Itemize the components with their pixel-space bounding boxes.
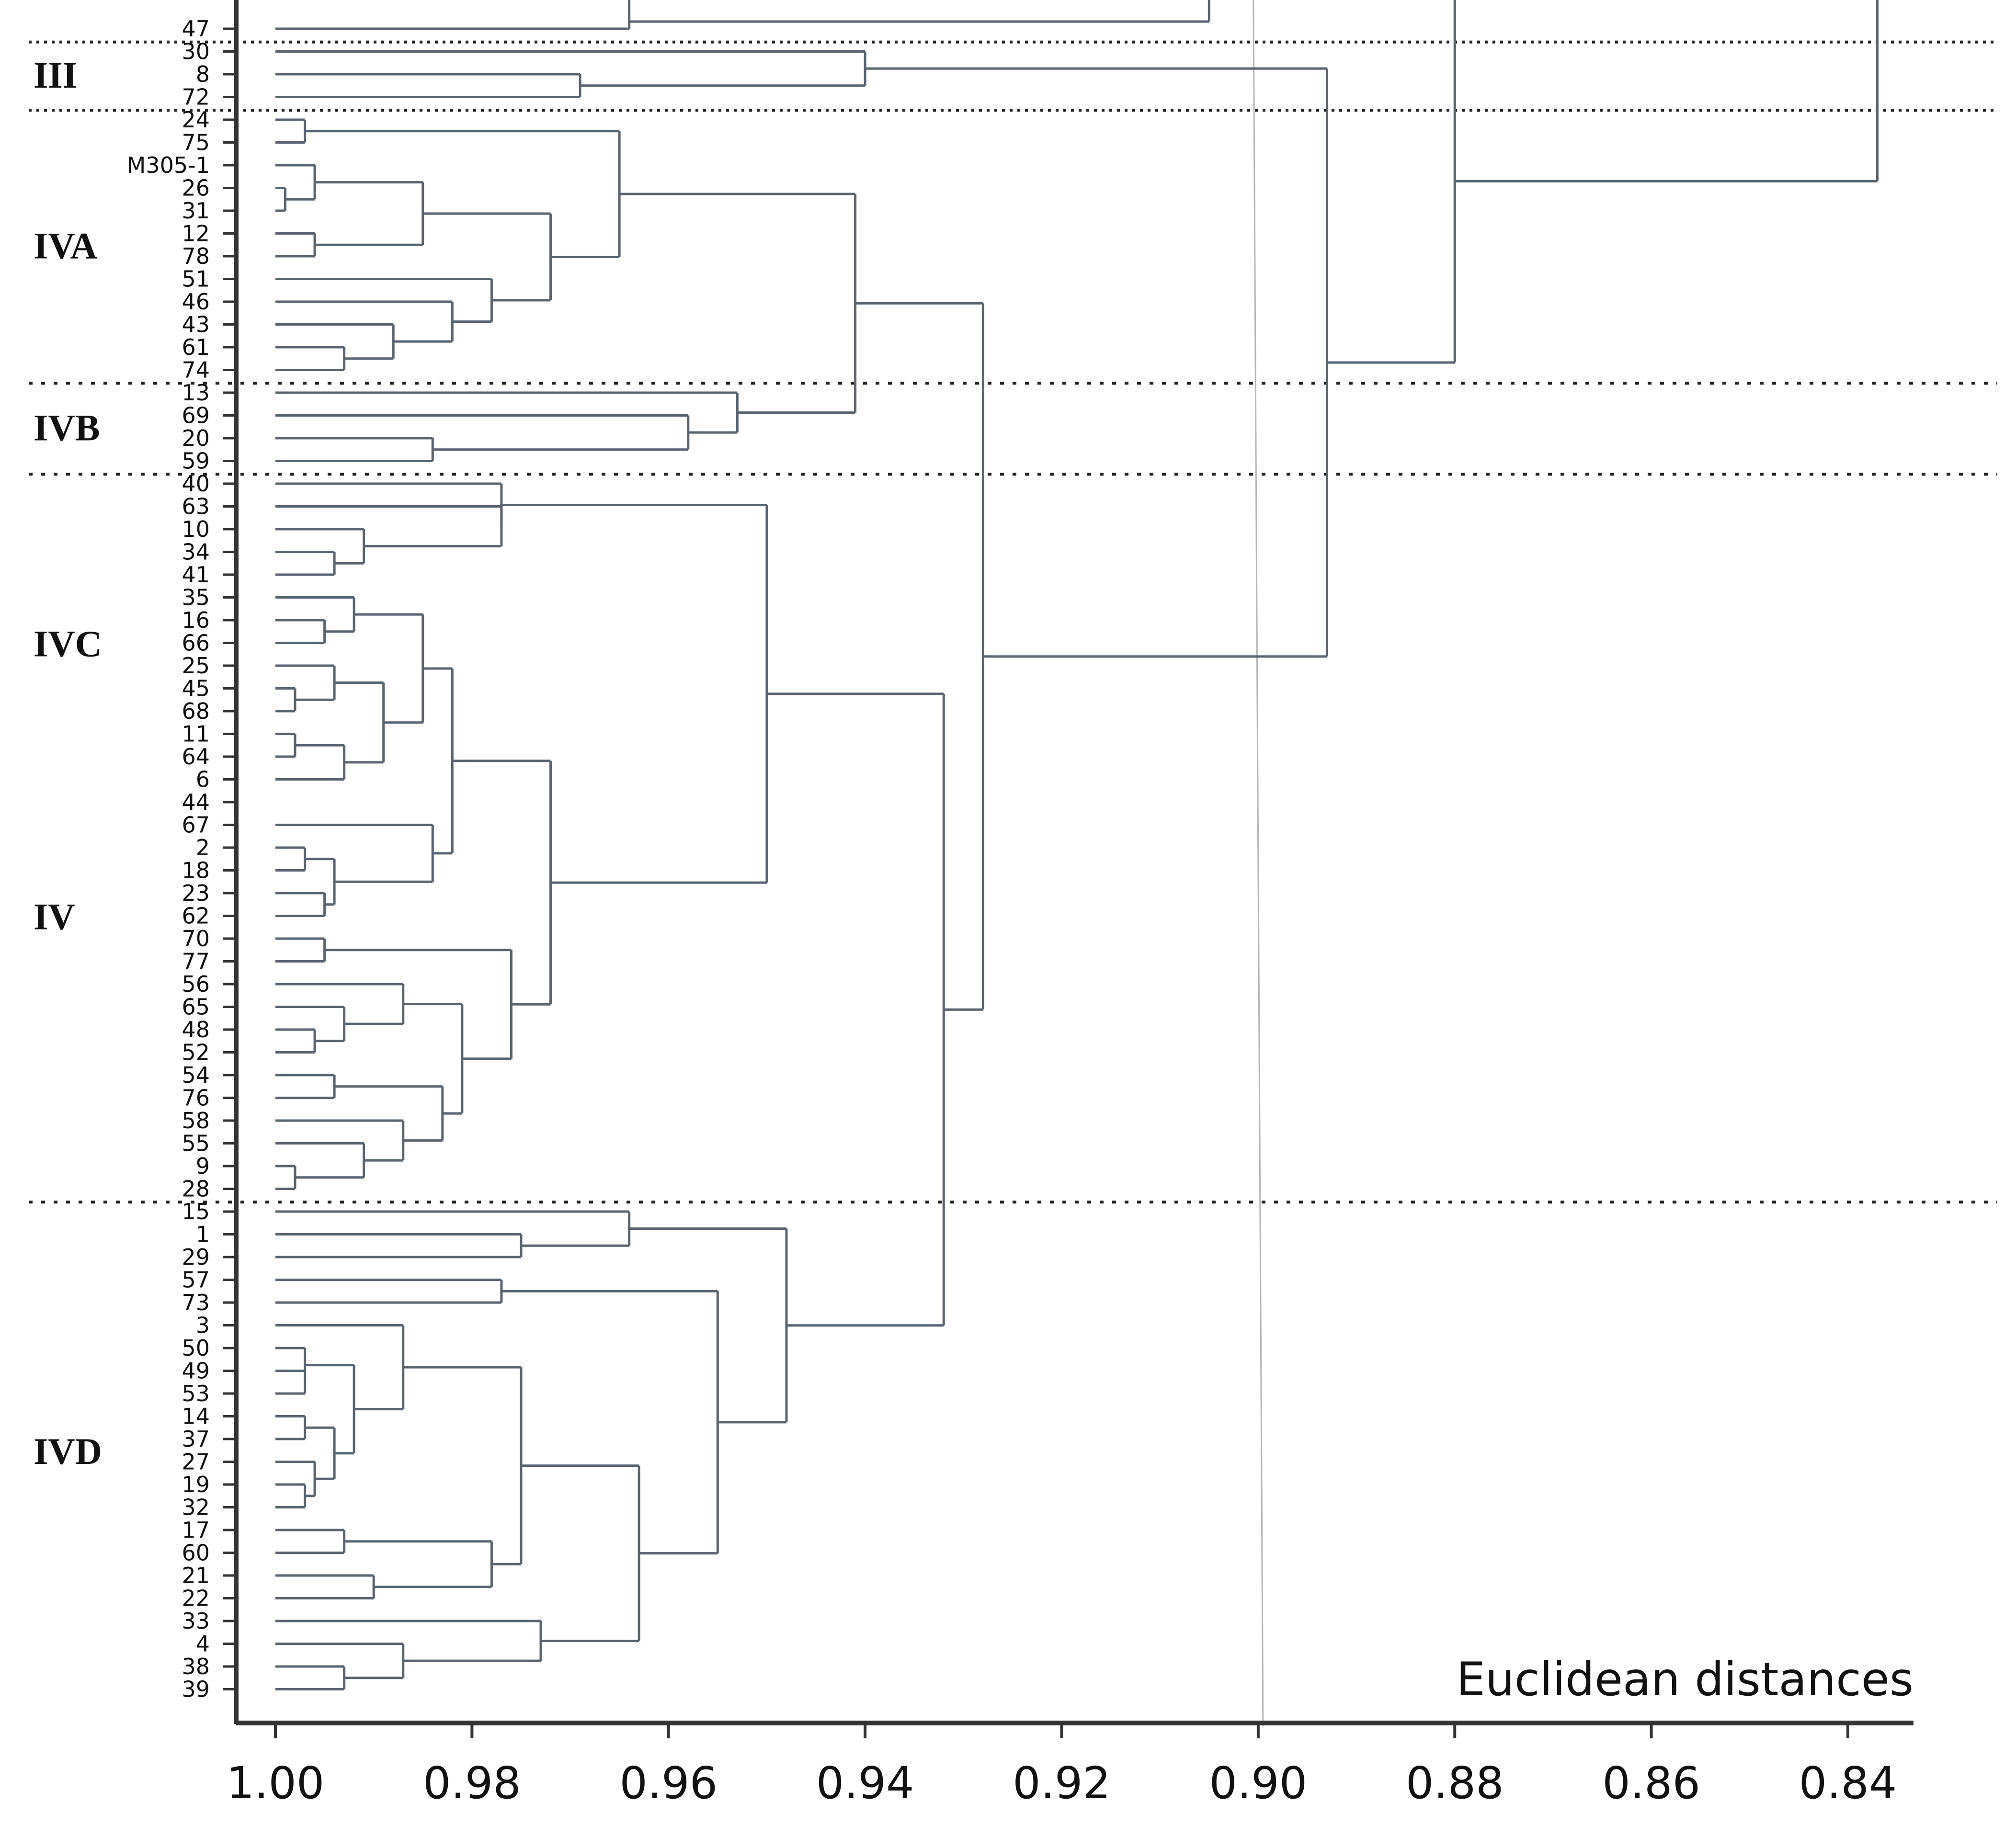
leaf-label-47: 47: [182, 16, 210, 42]
leaf-label-76: 76: [182, 1085, 210, 1111]
leaf-label-2: 2: [196, 835, 210, 861]
leaf-label-M305-1: M305-1: [127, 152, 210, 178]
group-label-iv: IV: [34, 896, 75, 938]
leaf-label-29: 29: [182, 1244, 210, 1270]
leaf-label-68: 68: [182, 698, 210, 724]
group-label-iva: IVA: [34, 225, 97, 266]
leaf-label-44: 44: [182, 789, 210, 815]
leaf-label-67: 67: [182, 812, 210, 838]
axis-caption: Euclidean distances: [1456, 1653, 1913, 1706]
group-labels: III IVA IVB IVC IV IVD: [34, 54, 102, 1472]
leaf-label-64: 64: [182, 744, 210, 770]
x-tick-label-0.94: 0.94: [816, 1757, 914, 1809]
leaf-label-63: 63: [182, 494, 210, 520]
group-separators: [29, 40, 1997, 1204]
leaf-label-35: 35: [182, 585, 210, 611]
leaf-label-24: 24: [182, 107, 210, 133]
leaf-label-12: 12: [182, 221, 210, 247]
cut-line-0-90: [1253, 0, 1264, 1727]
leaf-label-28: 28: [182, 1176, 210, 1202]
leaf-label-69: 69: [182, 403, 210, 429]
leaf-label-73: 73: [182, 1290, 210, 1315]
leaf-label-34: 34: [182, 539, 210, 565]
leaf-label-55: 55: [182, 1131, 210, 1156]
leaf-label-3: 3: [196, 1313, 210, 1338]
leaf-label-65: 65: [182, 994, 210, 1020]
group-label-iii: III: [34, 54, 77, 96]
leaf-label-27: 27: [182, 1449, 210, 1475]
leaf-label-75: 75: [182, 130, 210, 156]
leaf-label-39: 39: [182, 1677, 210, 1702]
leaf-label-1: 1: [196, 1222, 210, 1247]
leaf-label-43: 43: [182, 312, 210, 338]
leaf-label-23: 23: [182, 880, 210, 906]
leaf-label-26: 26: [182, 175, 210, 201]
distance-axis: 1.00 0.98 0.96 0.94 0.92 0.90 0.88 0.86 0.84: [227, 1723, 1897, 1809]
cut-line: [1253, 0, 1264, 1727]
leaf-label-15: 15: [182, 1199, 210, 1224]
leaf-label-41: 41: [182, 562, 210, 588]
leaf-label-16: 16: [182, 607, 210, 633]
x-tick-label-0.96: 0.96: [619, 1757, 718, 1809]
leaf-label-60: 60: [182, 1540, 210, 1566]
dendrogram-links: [275, 0, 1879, 1690]
leaf-label-45: 45: [182, 676, 210, 702]
leaf-label-13: 13: [182, 380, 210, 406]
leaf-label-37: 37: [182, 1426, 210, 1452]
leaf-label-18: 18: [182, 858, 210, 884]
leaf-label-74: 74: [182, 357, 210, 383]
leaf-axis: [223, 0, 1913, 1725]
leaf-label-10: 10: [182, 516, 210, 542]
leaf-label-19: 19: [182, 1472, 210, 1497]
leaf-label-78: 78: [182, 243, 210, 269]
leaf-label-59: 59: [182, 448, 210, 474]
leaf-label-53: 53: [182, 1381, 210, 1406]
group-label-ivc: IVC: [34, 623, 102, 665]
leaf-label-30: 30: [182, 39, 210, 65]
leaf-label-70: 70: [182, 926, 210, 952]
leaf-label-46: 46: [182, 289, 210, 315]
x-tick-label-0.84: 0.84: [1799, 1757, 1897, 1809]
leaf-label-50: 50: [182, 1335, 210, 1361]
leaf-label-33: 33: [182, 1608, 210, 1634]
x-tick-label-0.88: 0.88: [1406, 1757, 1504, 1809]
leaf-label-9: 9: [196, 1153, 210, 1179]
leaf-label-14: 14: [182, 1404, 210, 1429]
leaf-label-8: 8: [196, 61, 210, 87]
leaf-label-62: 62: [182, 903, 210, 929]
x-tick-label-0.98: 0.98: [423, 1757, 521, 1809]
x-tick-label-0.92: 0.92: [1013, 1757, 1111, 1809]
leaf-label-51: 51: [182, 266, 210, 292]
leaf-label-4: 4: [196, 1631, 210, 1657]
leaf-label-54: 54: [182, 1062, 210, 1088]
leaf-label-48: 48: [182, 1017, 210, 1043]
leaf-label-61: 61: [182, 334, 210, 360]
leaf-label-38: 38: [182, 1654, 210, 1679]
leaf-label-77: 77: [182, 949, 210, 975]
leaf-label-58: 58: [182, 1108, 210, 1134]
leaf-label-22: 22: [182, 1586, 210, 1611]
leaf-label-32: 32: [182, 1495, 210, 1520]
leaf-label-21: 21: [182, 1563, 210, 1588]
leaf-label-25: 25: [182, 653, 210, 679]
x-tick-label-0.86: 0.86: [1602, 1757, 1700, 1809]
leaf-labels: 47308722475M305-126311278514643617413692…: [127, 16, 210, 1702]
leaf-label-40: 40: [182, 471, 210, 497]
leaf-label-52: 52: [182, 1040, 210, 1066]
x-tick-label-1.00: 1.00: [227, 1757, 325, 1809]
leaf-label-57: 57: [182, 1267, 210, 1293]
leaf-label-49: 49: [182, 1358, 210, 1384]
x-tick-label-0.90: 0.90: [1209, 1757, 1307, 1809]
group-label-ivd: IVD: [34, 1430, 102, 1472]
leaf-label-20: 20: [182, 425, 210, 451]
group-label-ivb: IVB: [34, 407, 100, 448]
leaf-label-11: 11: [182, 721, 210, 747]
leaf-label-17: 17: [182, 1517, 210, 1543]
leaf-label-6: 6: [196, 767, 210, 793]
leaf-label-66: 66: [182, 630, 210, 656]
leaf-label-72: 72: [182, 84, 210, 110]
leaf-label-56: 56: [182, 971, 210, 997]
leaf-label-31: 31: [182, 198, 210, 224]
